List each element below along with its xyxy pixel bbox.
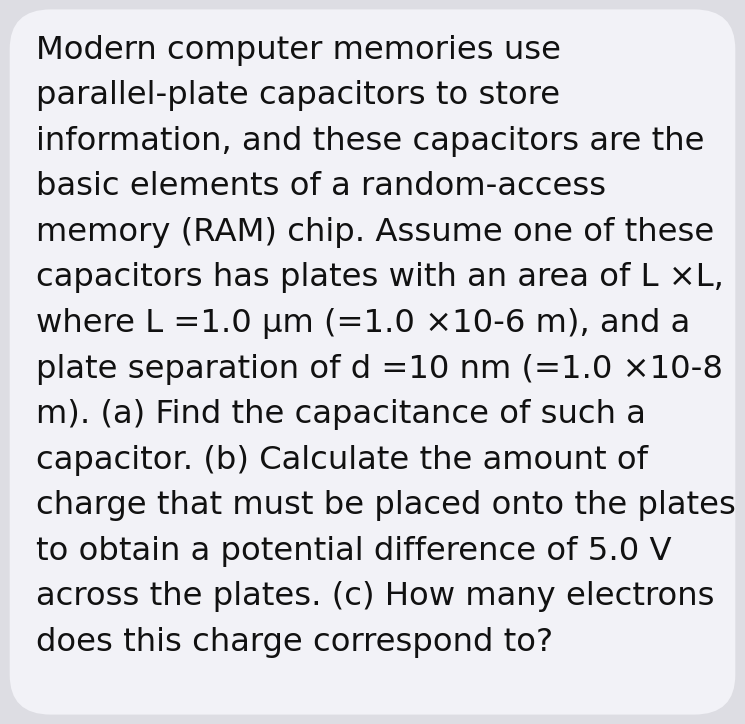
Text: parallel-plate capacitors to store: parallel-plate capacitors to store: [36, 80, 560, 111]
Text: across the plates. (c) How many electrons: across the plates. (c) How many electron…: [36, 581, 714, 613]
FancyBboxPatch shape: [10, 9, 735, 715]
Text: plate separation of d =10 nm (=1.0 ×10-8: plate separation of d =10 nm (=1.0 ×10-8: [36, 353, 723, 384]
Text: basic elements of a random-access: basic elements of a random-access: [36, 172, 606, 203]
Text: where L =1.0 μm (=1.0 ×10-6 m), and a: where L =1.0 μm (=1.0 ×10-6 m), and a: [36, 308, 690, 339]
Text: capacitor. (b) Calculate the amount of: capacitor. (b) Calculate the amount of: [36, 445, 647, 476]
Text: memory (RAM) chip. Assume one of these: memory (RAM) chip. Assume one of these: [36, 217, 714, 248]
Text: to obtain a potential difference of 5.0 V: to obtain a potential difference of 5.0 …: [36, 536, 671, 567]
Text: m). (a) Find the capacitance of such a: m). (a) Find the capacitance of such a: [36, 399, 646, 430]
Text: Modern computer memories use: Modern computer memories use: [36, 35, 561, 66]
Text: does this charge correspond to?: does this charge correspond to?: [36, 627, 553, 657]
Text: capacitors has plates with an area of L ×L,: capacitors has plates with an area of L …: [36, 262, 723, 293]
Text: information, and these capacitors are the: information, and these capacitors are th…: [36, 126, 704, 157]
Text: charge that must be placed onto the plates: charge that must be placed onto the plat…: [36, 490, 735, 521]
